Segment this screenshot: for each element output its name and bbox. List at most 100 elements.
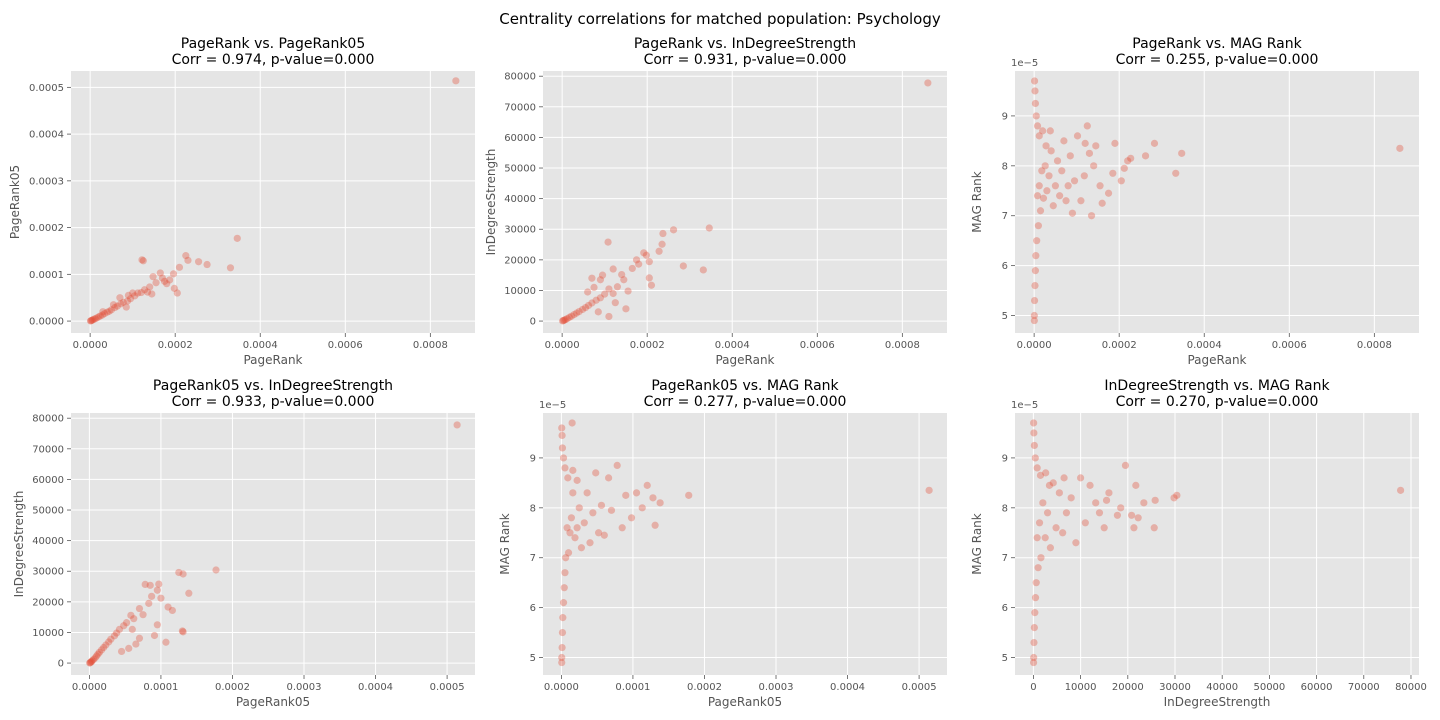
y-tick-label: 20000 (504, 255, 536, 266)
scatter-point (162, 638, 170, 646)
scatter-point (103, 308, 111, 316)
panel-subtitle: Corr = 0.255, p-value=0.000 (1116, 52, 1319, 68)
y-tick-label: 80000 (504, 72, 536, 83)
x-axis-label: PageRank (1187, 353, 1246, 367)
scatter-point (1041, 162, 1049, 170)
scatter-point (1036, 207, 1045, 215)
scatter-point (596, 294, 605, 302)
scatter-point (100, 310, 109, 318)
scatter-point (1111, 139, 1119, 147)
scatter-point (138, 256, 146, 264)
x-tick-label: 70000 (1348, 682, 1380, 693)
scatter-point (1109, 169, 1117, 177)
scatter-point (559, 454, 568, 462)
scatter-point (1098, 199, 1106, 207)
scatter-point (598, 271, 607, 279)
y-tick-label: 0.0003 (29, 176, 64, 187)
scatter-point (573, 476, 581, 484)
scatter-point (86, 659, 94, 667)
scatter-point (564, 549, 573, 557)
scatter-point (1141, 152, 1150, 160)
scatter-point (558, 431, 566, 440)
x-tick-label: 0.0008 (885, 340, 920, 351)
x-tick-label: 0.0006 (328, 340, 363, 351)
scatter-point (601, 290, 609, 298)
scatter-point (1029, 658, 1038, 667)
scatter-point (581, 303, 590, 312)
axes-background (543, 413, 947, 675)
scatter-point (163, 280, 171, 288)
scatter-panel-2: 0.0000 0.0002 0.0004 0.0006 0.0008 0 10000 2000… (484, 36, 947, 367)
scatter-points (558, 419, 933, 667)
panel-title: PageRank vs. PageRank05 (181, 36, 366, 52)
x-tick-label: 0.0003 (287, 682, 322, 693)
scatter-point (175, 263, 184, 271)
y-tick-label: 0 (530, 317, 536, 328)
scatter-point (1031, 281, 1039, 290)
scatter-point (1083, 122, 1091, 130)
panel-subtitle: Corr = 0.931, p-value=0.000 (644, 52, 847, 68)
scatter-point (226, 264, 235, 272)
scatter-point (115, 625, 124, 633)
scatter-point (1105, 489, 1113, 497)
scatter-point (618, 524, 626, 532)
scatter-point (1096, 182, 1104, 190)
scatter-point (1046, 544, 1054, 552)
scatter-point (1039, 127, 1047, 135)
scatter-point (102, 641, 110, 649)
x-tick-label: 0.0005 (902, 682, 937, 693)
scatter-point (1070, 177, 1079, 185)
scatter-point (567, 514, 576, 522)
scatter-point (1127, 154, 1135, 162)
scatter-point (632, 256, 641, 264)
scatter-point (141, 580, 149, 589)
scatter-point (655, 247, 663, 255)
scatter-point (1032, 252, 1040, 260)
scatter-point (1032, 579, 1040, 587)
scatter-point (1132, 481, 1140, 489)
x-tick-label: 40000 (1206, 682, 1238, 693)
scatter-point (87, 657, 96, 666)
scatter-point (586, 539, 594, 547)
scatter-point (94, 650, 102, 658)
scatter-point (607, 506, 616, 514)
scatter-point (1031, 609, 1039, 617)
y-tick-label: 8 (1002, 503, 1008, 514)
x-tick-label: 80000 (1395, 682, 1427, 693)
scatter-point (212, 566, 220, 574)
scatter-point (1042, 142, 1050, 150)
scatter-point (1121, 461, 1130, 469)
scatter-point (632, 489, 641, 497)
scatter-point (87, 658, 95, 666)
scatter-point (622, 305, 630, 313)
scatter-point (158, 274, 167, 282)
y-tick-label: 5 (530, 653, 536, 664)
scatter-panel-4: 0.0000 0.0001 0.0002 0.0003 0.0004 0.0005 0 100… (12, 378, 475, 709)
scatter-point (1104, 189, 1113, 197)
x-tick-label: 60000 (1301, 682, 1333, 693)
scatter-point (613, 461, 621, 469)
scatter-point (1150, 139, 1159, 147)
scatter-point (561, 315, 570, 324)
scatter-point (1081, 139, 1089, 147)
scatter-point (130, 615, 138, 623)
scatter-point (620, 276, 628, 284)
scatter-point (575, 504, 583, 512)
scatter-point (1030, 429, 1038, 437)
scatter-point (604, 238, 612, 246)
axes-background (543, 71, 947, 333)
y-axis-offset-text: 1e−5 (539, 400, 566, 411)
scatter-point (146, 581, 154, 589)
scatter-point (1056, 192, 1064, 200)
x-tick-label: 0.0002 (1102, 340, 1137, 351)
scatter-point (1049, 202, 1057, 210)
scatter-point (1037, 554, 1045, 562)
panel-title: PageRank05 vs. InDegreeStrength (153, 378, 393, 394)
scatter-point (1030, 296, 1039, 305)
scatter-point (570, 311, 578, 319)
y-tick-label: 6 (1002, 603, 1008, 614)
y-tick-label: 70000 (32, 444, 64, 455)
scatter-point (1124, 157, 1132, 165)
scatter-point (148, 290, 156, 298)
